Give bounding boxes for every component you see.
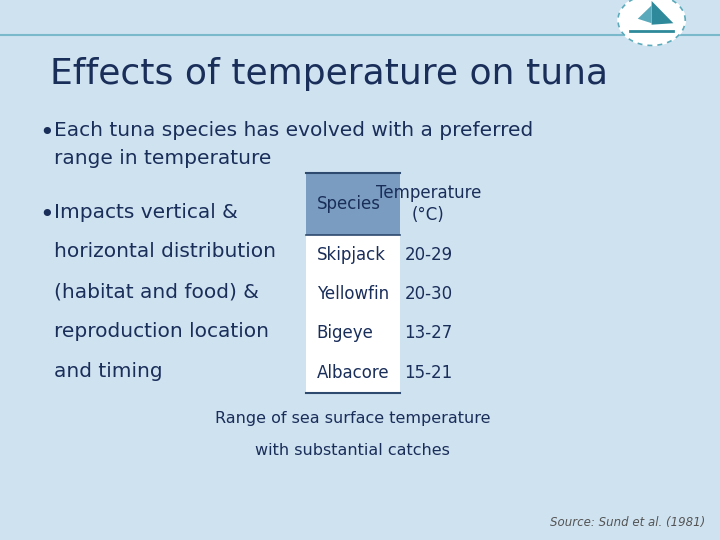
Text: Albacore: Albacore [317,364,390,382]
Text: reproduction location: reproduction location [54,322,269,341]
Polygon shape [652,1,673,25]
Polygon shape [638,5,652,23]
Text: Source: Sund et al. (1981): Source: Sund et al. (1981) [550,516,706,529]
Text: Each tuna species has evolved with a preferred: Each tuna species has evolved with a pre… [54,122,534,140]
Text: range in temperature: range in temperature [54,148,271,167]
Text: 13-27: 13-27 [404,325,453,342]
Text: Temperature
(°C): Temperature (°C) [376,184,481,224]
Text: with substantial catches: with substantial catches [256,443,450,458]
Text: (habitat and food) &: (habitat and food) & [54,282,259,301]
Bar [306,235,400,274]
Text: horizontal distribution: horizontal distribution [54,242,276,261]
Bar [306,173,400,235]
Text: and timing: and timing [54,362,163,381]
Text: 15-21: 15-21 [404,364,453,382]
Text: Bigeye: Bigeye [317,325,374,342]
Text: Yellowfin: Yellowfin [317,285,389,303]
Text: 20-29: 20-29 [405,246,452,264]
Text: 20-30: 20-30 [405,285,452,303]
Text: Range of sea surface temperature: Range of sea surface temperature [215,411,490,427]
Bar [306,314,400,353]
Text: Effects of temperature on tuna: Effects of temperature on tuna [50,57,608,91]
Text: Species: Species [317,195,381,213]
Circle shape [618,0,685,45]
Text: Impacts vertical &: Impacts vertical & [54,202,238,221]
Text: •: • [40,122,54,145]
Text: •: • [40,202,54,226]
Text: Skipjack: Skipjack [317,246,386,264]
Bar [306,274,400,314]
Bar [306,353,400,393]
